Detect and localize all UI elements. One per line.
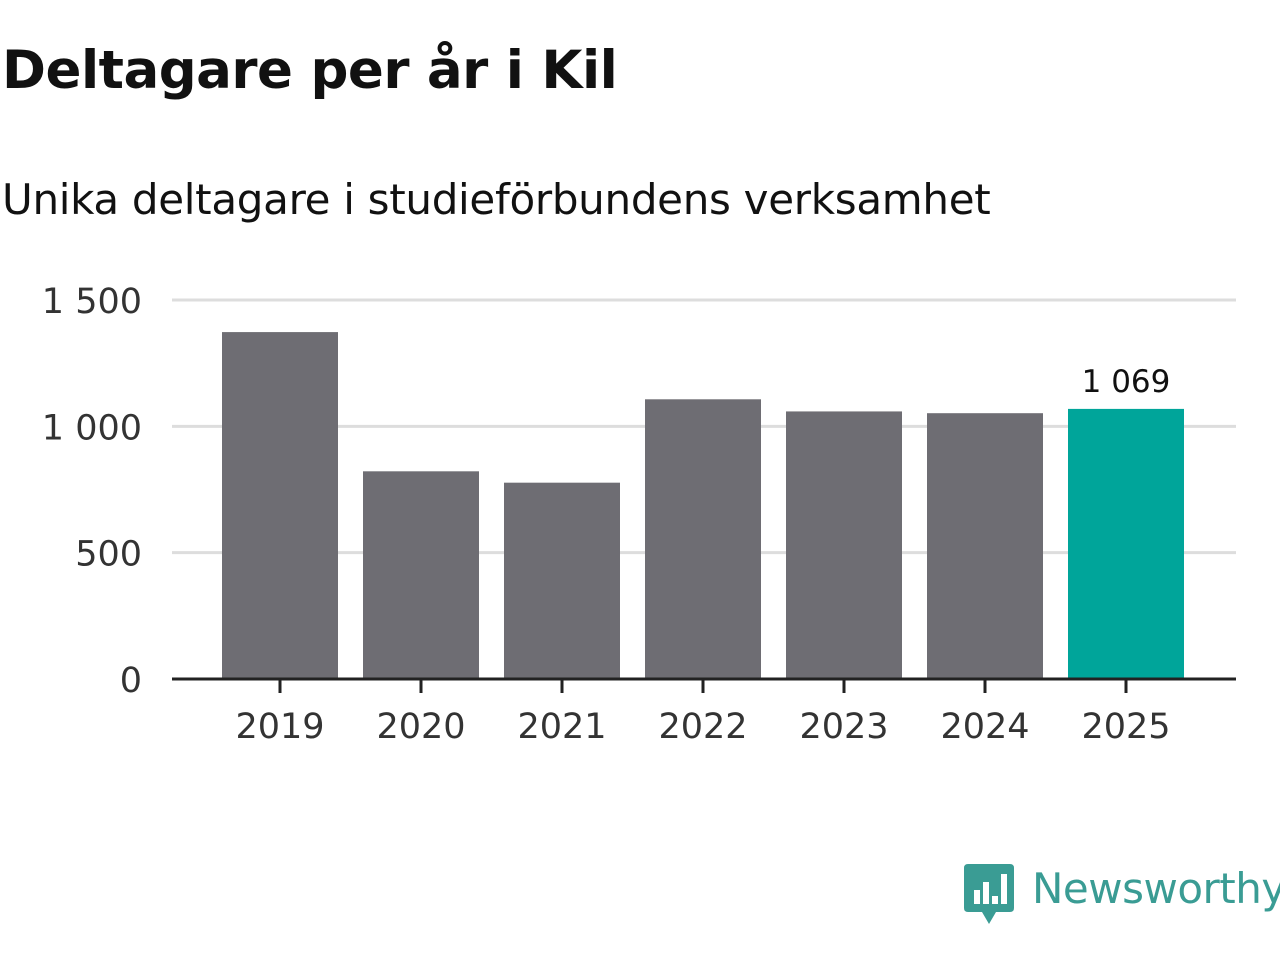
brand-name: Newsworthy — [1032, 864, 1280, 913]
chart-subtitle: Unika deltagare i studieförbundens verks… — [2, 175, 991, 224]
data-labels: 1 069 — [1082, 364, 1171, 400]
x-tick-label: 2024 — [940, 707, 1029, 747]
x-axis: 2019 2020 2021 2022 2023 2024 2025 — [172, 677, 1236, 747]
x-tick-label: 2023 — [799, 707, 888, 747]
bars — [222, 332, 1184, 679]
x-tick-label: 2021 — [517, 707, 606, 747]
bar-2021 — [504, 482, 620, 679]
bar-2023 — [786, 411, 902, 679]
bar-2025 — [1068, 408, 1184, 679]
bar-2024 — [927, 413, 1043, 679]
x-tick-label: 2022 — [658, 707, 747, 747]
bar-2019 — [222, 332, 338, 679]
y-axis-ticks: 0 500 1 000 1 500 — [42, 282, 142, 701]
x-tick-label: 2025 — [1081, 707, 1170, 747]
y-tick-label: 1 500 — [42, 282, 142, 322]
chart-title: Deltagare per år i Kil — [2, 40, 618, 101]
bar-2020 — [363, 471, 479, 679]
y-tick-label: 0 — [120, 661, 142, 701]
y-tick-label: 500 — [75, 535, 142, 575]
bar-2022 — [645, 399, 761, 679]
newsworthy-logo-icon — [964, 864, 1014, 924]
data-label: 1 069 — [1082, 364, 1171, 400]
brand-logo: Newsworthy — [964, 862, 1280, 926]
x-tick-label: 2020 — [376, 707, 465, 747]
x-tick-label: 2019 — [235, 707, 324, 747]
y-tick-label: 1 000 — [42, 408, 142, 448]
